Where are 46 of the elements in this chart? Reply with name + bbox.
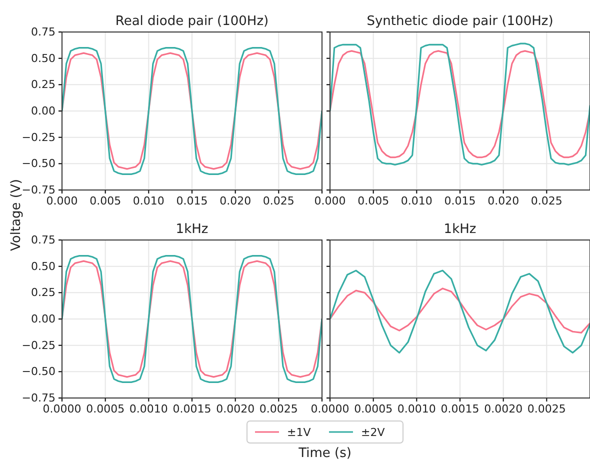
y-tick-label: −0.50 — [22, 157, 56, 170]
y-tick-label: 0.50 — [31, 52, 56, 65]
y-axis-title: Voltage (V) — [9, 179, 24, 251]
x-tick-label: 0.0025 — [259, 402, 298, 416]
y-tick-label: 0.25 — [31, 286, 56, 300]
legend-label: ±1V — [287, 426, 312, 439]
x-tick-label: 0.020 — [488, 194, 520, 208]
x-tick-label: 0.0015 — [440, 402, 480, 416]
legend-label: ±2V — [361, 426, 386, 439]
y-tick-label: −0.75 — [22, 184, 56, 197]
chart-title: 1kHz — [176, 222, 208, 237]
x-tick-label: 0.010 — [132, 194, 164, 208]
x-tick-label: 0.0015 — [172, 402, 212, 416]
x-tick-label: 0.005 — [358, 194, 390, 208]
x-tick-label: 0.0005 — [354, 402, 393, 416]
x-tick-label: 0.025 — [530, 194, 562, 208]
y-tick-label: 0.75 — [31, 234, 56, 247]
x-tick-label: 0.010 — [400, 194, 432, 208]
x-tick-label: 0.0000 — [310, 402, 350, 416]
chart-title: 1kHz — [444, 222, 476, 237]
x-tick-label: 0.0010 — [129, 402, 168, 416]
chart-title: Real diode pair (100Hz) — [115, 14, 269, 29]
x-tick-label: 0.015 — [444, 194, 476, 208]
y-tick-label: 0.25 — [31, 78, 56, 92]
chart-title: Synthetic diode pair (100Hz) — [366, 14, 554, 29]
x-tick-label: 0.0020 — [216, 402, 255, 416]
y-tick-label: −0.25 — [22, 338, 56, 352]
x-tick-label: 0.000 — [314, 194, 346, 208]
y-tick-label: −0.25 — [22, 130, 56, 144]
y-tick-label: −0.75 — [22, 392, 56, 405]
y-tick-label: 0.75 — [31, 26, 56, 39]
x-tick-label: 0.0010 — [397, 402, 436, 416]
y-tick-label: 0.00 — [31, 312, 56, 326]
y-tick-label: −0.50 — [22, 365, 56, 378]
x-tick-label: 0.0020 — [484, 402, 523, 416]
y-tick-label: 0.50 — [31, 260, 56, 273]
x-tick-label: 0.0005 — [86, 402, 125, 416]
x-axis-title: Time (s) — [298, 446, 352, 461]
y-tick-label: 0.00 — [31, 104, 56, 118]
x-tick-label: 0.0000 — [42, 402, 82, 416]
x-tick-label: 0.000 — [46, 194, 78, 208]
x-tick-label: 0.015 — [176, 194, 208, 208]
x-tick-label: 0.025 — [262, 194, 294, 208]
x-tick-label: 0.020 — [220, 194, 252, 208]
x-tick-label: 0.005 — [90, 194, 122, 208]
x-tick-label: 0.0025 — [527, 402, 566, 416]
